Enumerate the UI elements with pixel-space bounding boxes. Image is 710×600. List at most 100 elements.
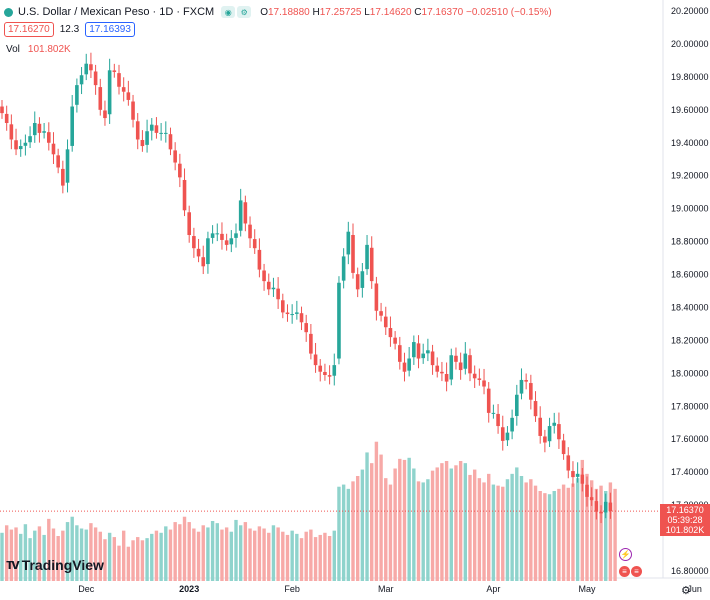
volume-bar xyxy=(449,468,453,581)
candle-body xyxy=(23,142,28,146)
us-flag-icon[interactable]: ≡ xyxy=(619,566,630,577)
gear-icon[interactable]: ⚙ xyxy=(681,585,691,597)
volume-bar xyxy=(37,526,42,581)
y-tick-label: 18.00000 xyxy=(671,368,709,378)
volume-bar xyxy=(398,458,402,581)
volume-bar xyxy=(56,536,60,581)
volume-bar xyxy=(505,479,510,581)
lightning-icon[interactable]: ⚡ xyxy=(619,548,632,561)
candle-body xyxy=(18,146,23,150)
eye-icon[interactable]: ◉ xyxy=(221,6,236,18)
candle-body xyxy=(9,124,14,140)
candle-body xyxy=(505,432,510,441)
volume-bar xyxy=(519,476,524,581)
buy-button[interactable]: 17.16393 xyxy=(85,22,135,37)
candle-body xyxy=(252,239,257,249)
volume-bar xyxy=(75,525,79,581)
candle-body xyxy=(337,282,341,359)
candle-body xyxy=(515,394,519,416)
volume-bar xyxy=(70,516,74,581)
candle-body xyxy=(355,274,360,290)
candle-body xyxy=(0,106,4,114)
candle-body xyxy=(4,113,9,123)
volume-bar xyxy=(42,534,46,581)
volume-bar xyxy=(491,484,496,581)
y-tick-label: 18.20000 xyxy=(671,335,709,345)
candle-body xyxy=(304,323,308,333)
candle-body xyxy=(51,143,56,155)
volume-bar xyxy=(412,468,416,581)
candle-body xyxy=(266,281,271,290)
tradingview-logo[interactable]: ᴛᴠ TradingView xyxy=(6,556,104,573)
candle-body xyxy=(285,312,290,315)
x-tick-label: Dec xyxy=(78,584,95,594)
volume-bar xyxy=(131,540,135,581)
candle-body xyxy=(84,63,89,75)
candle-body xyxy=(327,375,332,377)
candle-body xyxy=(561,440,566,455)
candle-body xyxy=(519,379,524,394)
x-tick-label: Feb xyxy=(284,584,300,594)
candle-body xyxy=(149,124,154,131)
candle-body xyxy=(206,238,210,265)
candle-body xyxy=(121,87,126,92)
candle-body xyxy=(313,354,318,366)
volume-bar xyxy=(33,530,37,581)
volume-bar xyxy=(351,481,355,581)
x-tick-label: 2023 xyxy=(179,584,199,594)
candle-body xyxy=(224,240,229,245)
candle-body xyxy=(524,380,528,382)
volume-bar xyxy=(388,484,393,581)
candle-body xyxy=(533,401,538,417)
candle-body xyxy=(571,471,575,478)
chart-header: U.S. Dollar / Mexican Peso · 1D · FXCM ◉… xyxy=(4,4,552,20)
volume-bar xyxy=(187,522,191,581)
candle-body xyxy=(440,371,444,374)
candle-body xyxy=(196,248,201,257)
candle-body xyxy=(458,362,463,371)
open-value: 17.18880 xyxy=(268,6,310,18)
symbol-title[interactable]: U.S. Dollar / Mexican Peso · 1D · FXCM xyxy=(18,6,215,18)
volume-bar xyxy=(365,452,369,581)
volume-bar xyxy=(393,468,397,581)
volume-bar xyxy=(571,483,575,581)
sell-button[interactable]: 17.16270 xyxy=(4,22,54,37)
candle-body xyxy=(585,484,589,497)
volume-bar xyxy=(159,532,163,581)
volume-bar xyxy=(552,491,556,581)
volume-bar xyxy=(477,478,482,581)
y-tick-label: 19.60000 xyxy=(671,105,709,115)
market-open-icon xyxy=(4,7,13,17)
high-label: H xyxy=(312,6,320,18)
volume-bar xyxy=(299,538,304,581)
open-label: O xyxy=(260,6,268,18)
candle-body xyxy=(388,328,393,338)
volume-bar xyxy=(580,459,585,581)
us-flag-icon[interactable]: ≡ xyxy=(631,566,642,577)
candle-body xyxy=(369,247,374,282)
volume-bar xyxy=(524,482,528,581)
volume-bar xyxy=(589,480,594,581)
y-tick-label: 17.80000 xyxy=(671,401,709,411)
candle-body xyxy=(444,374,449,382)
volume-bar xyxy=(210,521,215,581)
volume-bar xyxy=(19,533,23,581)
volume-bar xyxy=(285,534,290,581)
low-value: 17.14620 xyxy=(369,6,412,18)
volume-bar xyxy=(23,524,28,581)
high-value: 17.25725 xyxy=(319,6,362,18)
candle-body xyxy=(477,378,482,380)
close-value: 17.16370 xyxy=(421,6,464,18)
volume-bar xyxy=(182,516,187,581)
volume-bar xyxy=(309,529,313,581)
brand-name: TradingView xyxy=(21,556,104,573)
candle-body xyxy=(276,288,280,300)
y-tick-label: 19.80000 xyxy=(671,72,709,82)
settings-icon[interactable]: ⚙ xyxy=(237,6,252,18)
volume-bar xyxy=(65,522,70,581)
volume-label: Vol xyxy=(6,44,20,55)
candle-body xyxy=(37,123,42,133)
volume-bar xyxy=(103,539,107,581)
volume-bar xyxy=(323,532,327,581)
